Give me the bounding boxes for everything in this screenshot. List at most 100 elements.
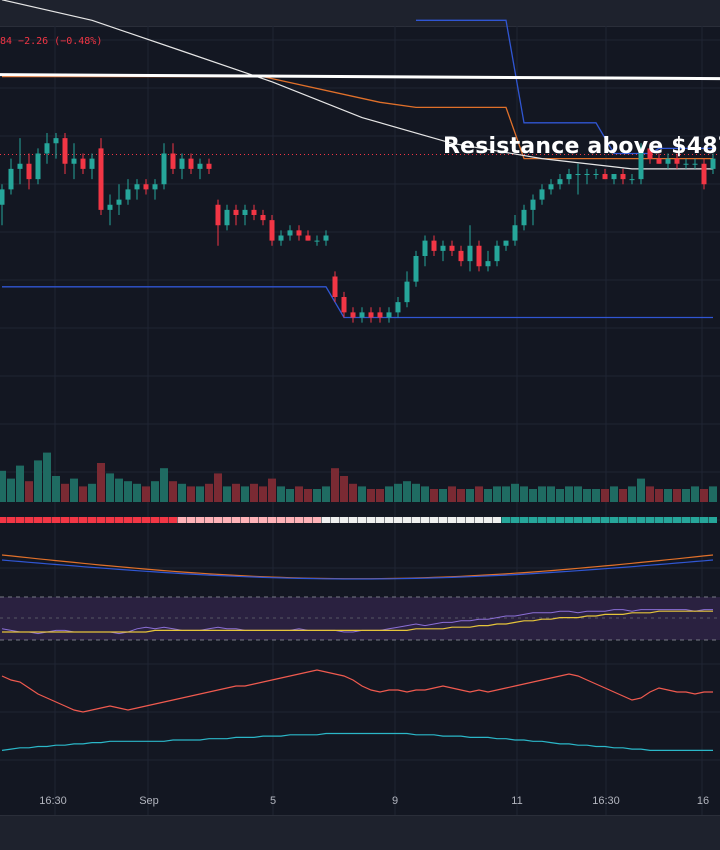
- volume-bar: [16, 465, 24, 502]
- momentum-strip-cell: [312, 517, 321, 523]
- momentum-strip-cell: [375, 517, 384, 523]
- candle-body: [548, 184, 554, 190]
- momentum-strip-cell: [222, 517, 231, 523]
- momentum-strip-cell: [132, 517, 141, 523]
- candle-body: [647, 148, 653, 159]
- momentum-strip-cell: [123, 517, 132, 523]
- momentum-strip-cell: [510, 517, 519, 523]
- volume-bar: [592, 489, 600, 502]
- momentum-strip-cell: [303, 517, 312, 523]
- momentum-strip-cell: [366, 517, 375, 523]
- volume-bar: [286, 489, 294, 502]
- volume-bar: [115, 478, 123, 502]
- candle-body: [323, 235, 329, 241]
- volume-bar: [169, 481, 177, 502]
- momentum-strip-cell: [339, 517, 348, 523]
- candle-body: [8, 168, 14, 190]
- candle-body: [368, 312, 374, 318]
- volume-bar: [151, 481, 159, 502]
- momentum-strip-cell: [213, 517, 222, 523]
- momentum-strip-cell: [285, 517, 294, 523]
- momentum-strip-cell: [105, 517, 114, 523]
- volume-bar: [178, 483, 186, 502]
- momentum-strip-cell: [204, 517, 213, 523]
- volume-bar: [295, 486, 303, 502]
- volume-bar: [268, 478, 276, 502]
- volume-bar: [331, 468, 339, 502]
- volume-bar: [547, 486, 555, 502]
- volume-bar: [349, 483, 357, 502]
- candle-body: [485, 261, 491, 267]
- momentum-strip-cell: [519, 517, 528, 523]
- momentum-strip-cell: [24, 517, 33, 523]
- candle-body: [224, 209, 230, 226]
- oscillator-red-line: [1, 669, 713, 713]
- volume-bar: [43, 452, 51, 502]
- momentum-strip-cell: [159, 517, 168, 523]
- volume-bar: [277, 486, 285, 502]
- candle-body: [314, 240, 320, 242]
- momentum-strip-cell: [663, 517, 672, 523]
- momentum-strip-cell: [411, 517, 420, 523]
- momentum-strip-cell: [267, 517, 276, 523]
- volume-bar: [214, 473, 222, 502]
- candle-body: [152, 184, 158, 190]
- candle-body: [521, 209, 527, 226]
- candle-body: [458, 250, 464, 262]
- moving-average-line: [1, 0, 713, 170]
- candle-body: [251, 209, 257, 215]
- resistance-annotation: Resistance above $487: [443, 134, 720, 159]
- candle-body: [440, 245, 446, 251]
- momentum-strip-cell: [141, 517, 150, 523]
- volume-bar: [394, 483, 402, 502]
- volume-bar: [232, 483, 240, 502]
- momentum-strip-cell: [654, 517, 663, 523]
- volume-bar: [610, 486, 618, 502]
- volume-bar: [61, 483, 69, 502]
- momentum-strip-cell: [177, 517, 186, 523]
- momentum-strip-cell: [51, 517, 60, 523]
- volume-bar: [673, 489, 681, 502]
- volume-bar: [241, 486, 249, 502]
- momentum-strip-cell: [555, 517, 564, 523]
- momentum-strip-cell: [330, 517, 339, 523]
- candle-body: [413, 256, 419, 282]
- momentum-strip-cell: [546, 517, 555, 523]
- momentum-strip-cell: [150, 517, 159, 523]
- bottom-toolbar: [0, 815, 720, 850]
- momentum-strip-cell: [708, 517, 717, 523]
- candle-body: [71, 158, 77, 164]
- volume-bar: [484, 489, 492, 502]
- volume-bar: [556, 489, 564, 502]
- candle-body: [107, 204, 113, 210]
- momentum-strip-cell: [195, 517, 204, 523]
- candle-body: [476, 245, 482, 267]
- candle-body: [404, 281, 410, 303]
- candle-body: [530, 199, 536, 210]
- candle-body: [683, 163, 689, 165]
- candle-body: [377, 312, 383, 318]
- candle-body: [566, 174, 572, 180]
- volume-bar: [682, 489, 690, 502]
- candle-body: [350, 312, 356, 318]
- candle-body: [269, 220, 275, 241]
- volume-bar: [412, 483, 420, 502]
- candle-body: [359, 312, 365, 318]
- momentum-strip-cell: [492, 517, 501, 523]
- momentum-strip-cell: [33, 517, 42, 523]
- x-axis-tick-label: 16:30: [592, 795, 620, 807]
- momentum-strip-cell: [321, 517, 330, 523]
- volume-bar: [637, 478, 645, 502]
- volume-bar: [196, 486, 204, 502]
- outer-upper-band: [416, 19, 713, 155]
- candle-body: [188, 158, 194, 169]
- volume-bar: [79, 486, 87, 502]
- candle-body: [593, 174, 599, 175]
- x-axis-tick-label: 16: [697, 795, 709, 807]
- momentum-strip-cell: [15, 517, 24, 523]
- momentum-strip-cell: [600, 517, 609, 523]
- rsi-line: [1, 609, 713, 635]
- candle-body: [62, 138, 68, 164]
